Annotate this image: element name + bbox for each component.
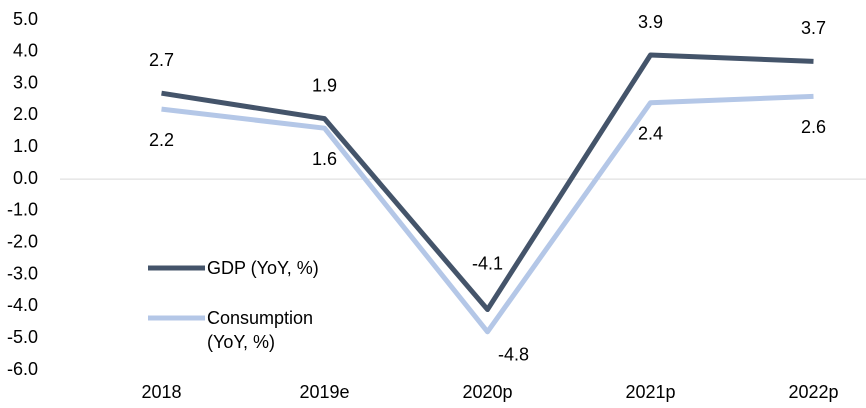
y-tick-label: -2.0 (7, 231, 38, 251)
x-tick-label: 2019e (299, 382, 349, 402)
y-tick-label: 2.0 (13, 104, 38, 124)
y-tick-label: -1.0 (7, 200, 38, 220)
y-tick-label: 4.0 (13, 41, 38, 61)
legend-label: GDP (YoY, %) (207, 258, 319, 278)
data-label: -4.8 (498, 345, 529, 365)
legend-label: Consumption (YoY, %) (207, 308, 314, 352)
data-label: -4.1 (472, 253, 503, 273)
x-tick-label: 2022p (788, 382, 838, 402)
y-tick-label: 1.0 (13, 136, 38, 156)
y-tick-label: 3.0 (13, 72, 38, 92)
data-label: 2.6 (801, 117, 826, 137)
y-tick-label: 0.0 (13, 168, 38, 188)
x-tick-label: 2020p (462, 382, 512, 402)
data-label: 3.7 (801, 18, 826, 38)
y-tick-label: 5.0 (13, 9, 38, 29)
x-tick-label: 2021p (625, 382, 675, 402)
y-tick-label: -4.0 (7, 295, 38, 315)
y-tick-label: -3.0 (7, 263, 38, 283)
data-label: 1.6 (312, 149, 337, 169)
y-tick-label: -5.0 (7, 327, 38, 347)
y-tick-label: -6.0 (7, 359, 38, 379)
series-line (161, 52, 814, 313)
data-label: 3.9 (638, 12, 663, 32)
data-label: 2.7 (149, 50, 174, 70)
series-line (161, 93, 814, 335)
x-tick-label: 2018 (141, 382, 181, 402)
data-label: 1.9 (312, 75, 337, 95)
data-label: 2.2 (149, 130, 174, 150)
data-label: 2.4 (638, 123, 663, 143)
